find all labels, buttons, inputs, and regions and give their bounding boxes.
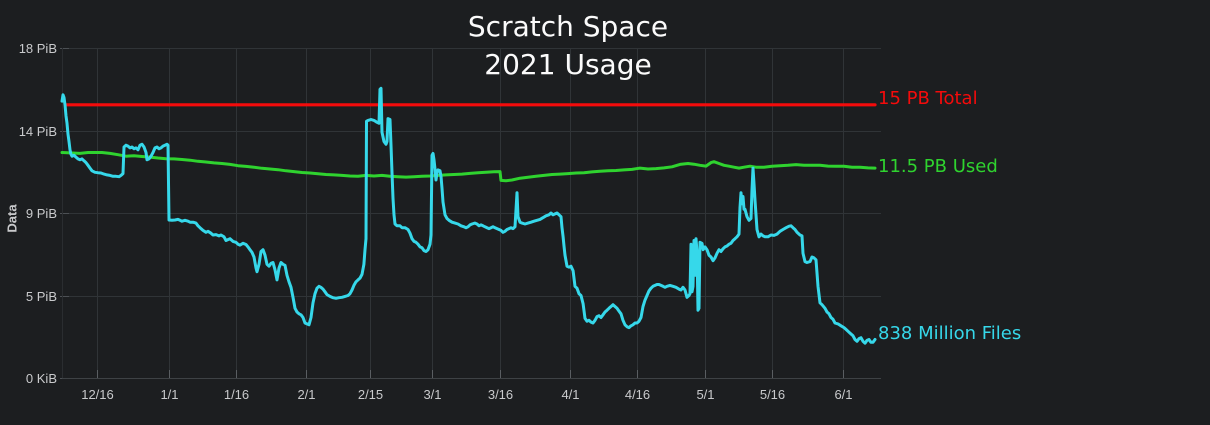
series-label-used: 11.5 PB Used bbox=[878, 156, 998, 177]
y-axis-title: Data bbox=[4, 204, 20, 233]
y-tick-label: 9 PiB bbox=[26, 206, 57, 221]
y-tick-label: 18 PiB bbox=[19, 41, 57, 56]
x-tick-label: 1/16 bbox=[224, 387, 249, 402]
x-tick-label: 3/16 bbox=[488, 387, 513, 402]
y-tick-label: 0 KiB bbox=[26, 371, 57, 386]
y-tick-label: 14 PiB bbox=[19, 124, 57, 139]
series-line-files bbox=[60, 86, 877, 345]
x-tick-label: 1/1 bbox=[160, 387, 178, 402]
x-tick-label: 6/1 bbox=[834, 387, 852, 402]
x-tick-label: 12/16 bbox=[81, 387, 114, 402]
y-tick-label: 5 PiB bbox=[26, 289, 57, 304]
x-tick-label: 4/1 bbox=[561, 387, 579, 402]
x-tick-label: 2/1 bbox=[297, 387, 315, 402]
x-tick-label: 2/15 bbox=[358, 387, 383, 402]
chart-title: Scratch Space 2021 Usage bbox=[468, 8, 668, 84]
series-label-total: 15 PB Total bbox=[878, 88, 978, 109]
x-tick-label: 4/16 bbox=[625, 387, 650, 402]
series-label-files: 838 Million Files bbox=[878, 323, 1022, 344]
x-tick-label: 5/16 bbox=[760, 387, 785, 402]
chart-title-line1: Scratch Space bbox=[467, 10, 669, 43]
series-line-used bbox=[60, 151, 877, 183]
chart-title-line2: 2021 Usage bbox=[484, 48, 652, 81]
x-tick-label: 3/1 bbox=[423, 387, 441, 402]
x-tick-label: 5/1 bbox=[696, 387, 714, 402]
